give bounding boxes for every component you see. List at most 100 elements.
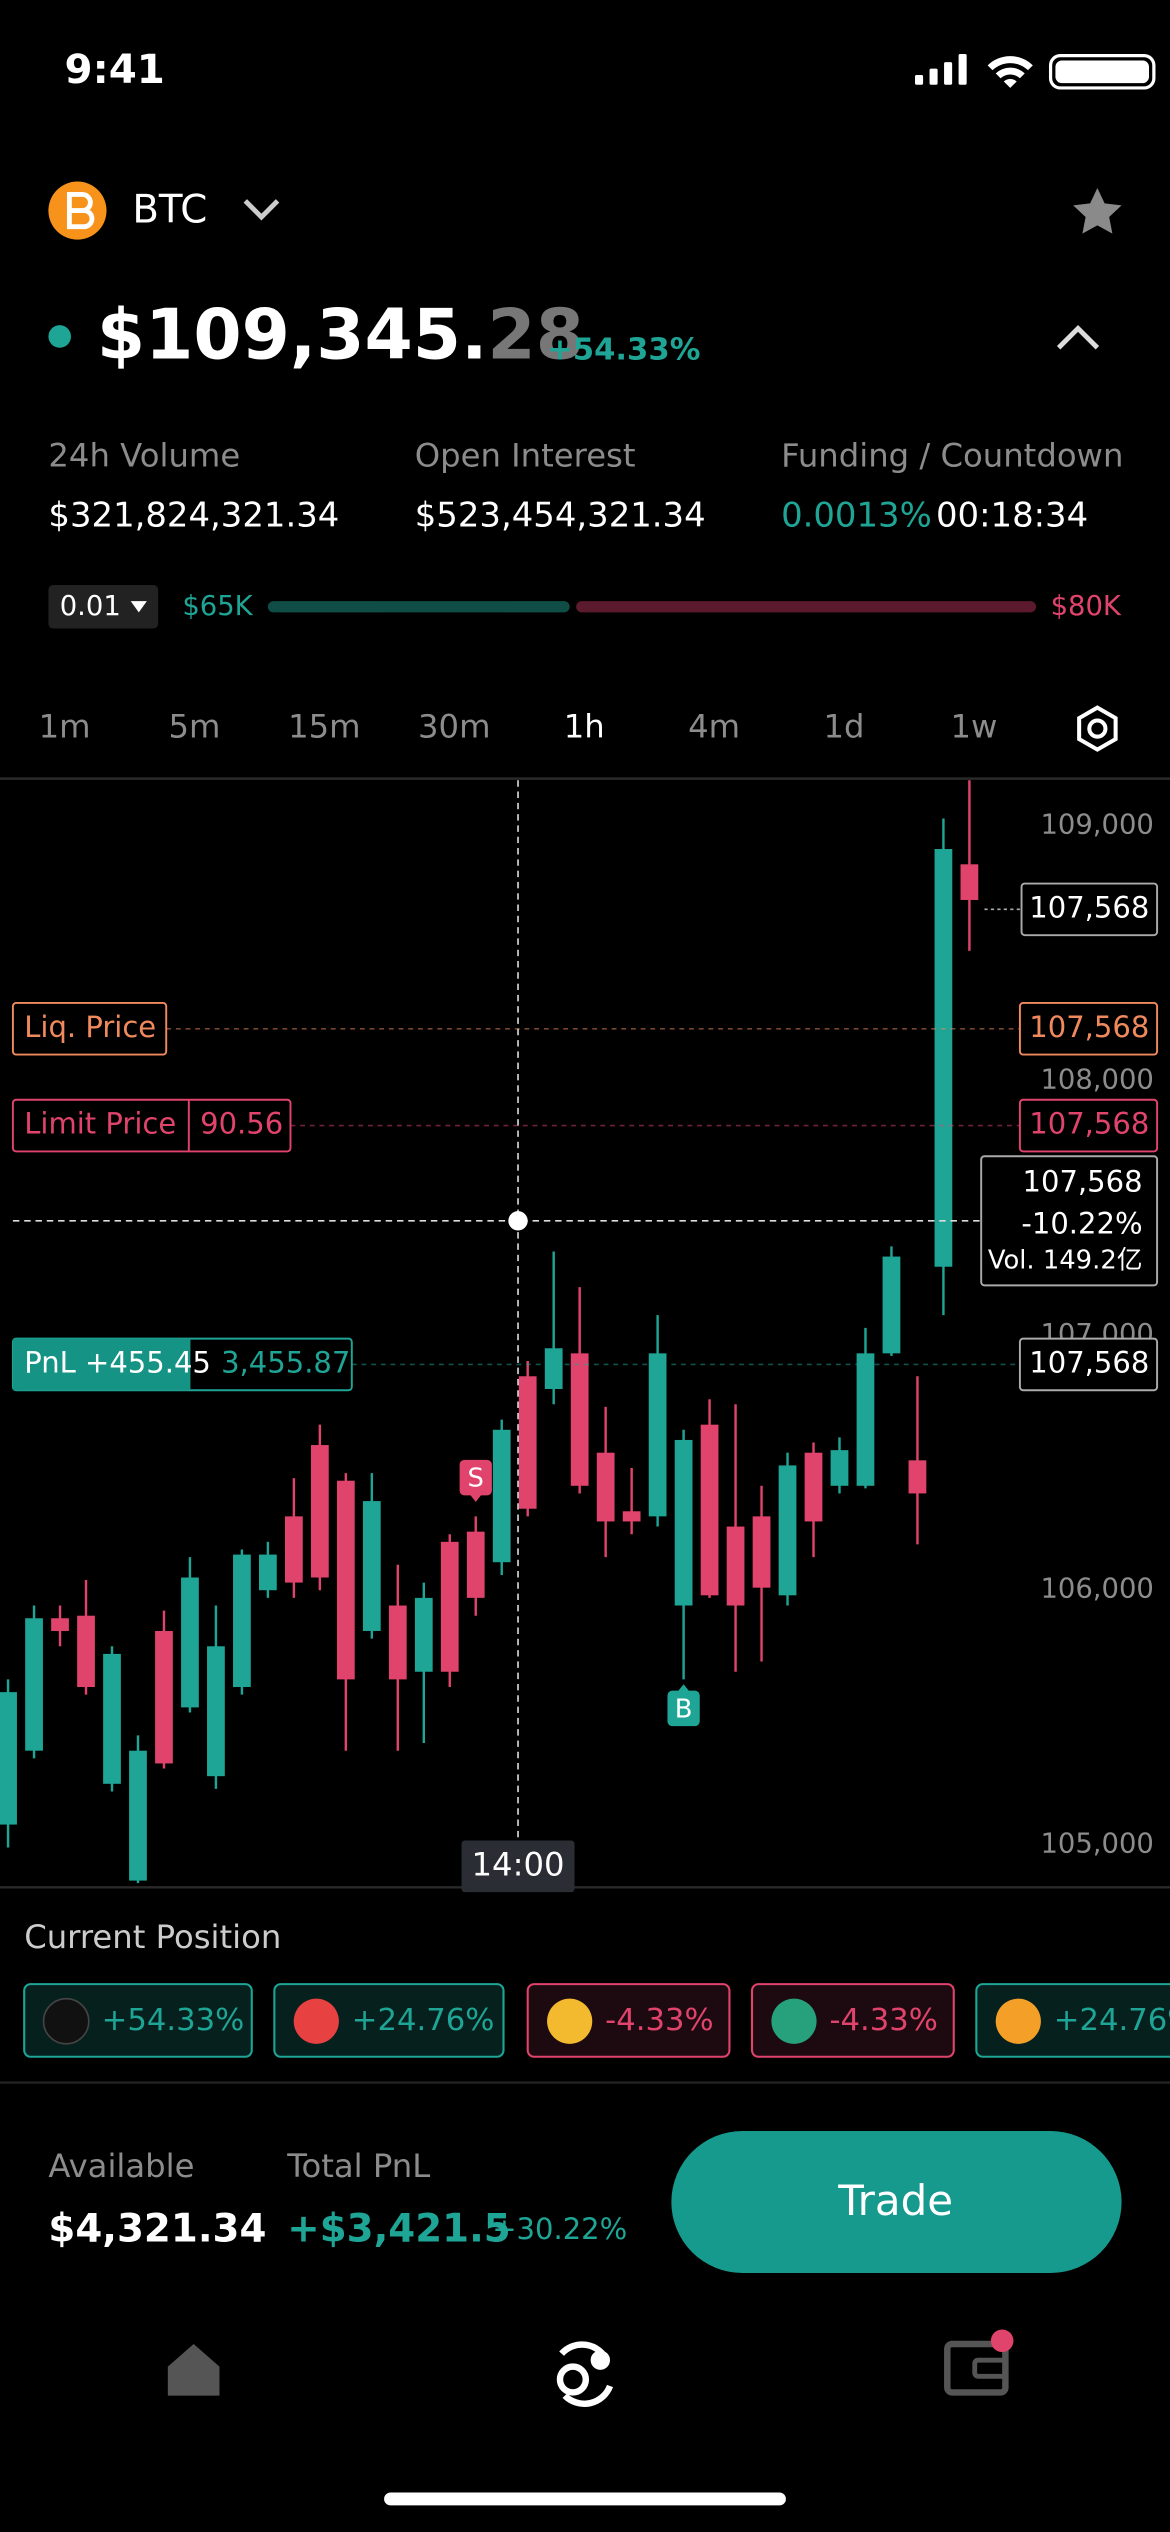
candle-body xyxy=(596,1452,615,1522)
crosshair-dot xyxy=(508,1211,528,1231)
nav-wallet[interactable] xyxy=(944,2329,1014,2396)
position-chip[interactable] xyxy=(273,1983,505,2058)
candle-body xyxy=(622,1511,641,1522)
candle-body xyxy=(0,1692,17,1825)
candle-body xyxy=(804,1452,823,1522)
trade-marker-label: S xyxy=(468,1464,484,1494)
candle-body xyxy=(440,1541,459,1672)
stat-label: Open Interest xyxy=(415,436,636,474)
pnl-qty: 3,455.87 xyxy=(221,1345,350,1379)
candle-body xyxy=(233,1554,251,1688)
depth-low: $65K xyxy=(182,591,253,622)
candle-body xyxy=(934,849,953,1267)
pnl-value: +$3,421.5 xyxy=(287,2207,511,2252)
limit-price-box xyxy=(1018,1098,1159,1153)
candle-body xyxy=(181,1577,199,1708)
coin-icon xyxy=(48,181,107,240)
trade-button[interactable] xyxy=(671,2130,1122,2274)
tooltip-volume: Vol. 149.2亿 xyxy=(988,1246,1143,1276)
trade-button-label[interactable]: Trade xyxy=(837,2176,953,2225)
trade-marker xyxy=(667,1690,700,1727)
timeframe-tab[interactable]: 1w xyxy=(950,708,997,746)
depth-bar-ask xyxy=(576,601,1037,613)
depth-high: $80K xyxy=(1051,591,1122,622)
pnl-price-value: 107,568 xyxy=(1029,1345,1149,1379)
status-time: 9:41 xyxy=(65,46,165,93)
home-indicator xyxy=(384,2492,786,2506)
liq-price-label: Liq. Price xyxy=(24,1010,156,1044)
crosshair-time-box xyxy=(461,1840,575,1893)
stat-value: $523,454,321.34 xyxy=(415,496,706,535)
limit-price-value: 107,568 xyxy=(1029,1107,1149,1141)
candle-body xyxy=(259,1554,277,1591)
candle-body xyxy=(830,1450,849,1486)
candle-body xyxy=(856,1353,875,1486)
trade-marker-pointer xyxy=(677,1684,691,1693)
symbol[interactable]: BTC xyxy=(132,188,207,233)
timeframe-tab[interactable]: 1d xyxy=(824,708,865,746)
stat-value: $321,824,321.34 xyxy=(48,496,339,535)
timeframe-tab[interactable]: 5m xyxy=(168,708,220,746)
limit-price-label: Limit Price xyxy=(24,1107,176,1141)
candle-body xyxy=(77,1615,95,1688)
candle-body xyxy=(336,1480,355,1680)
position-change[interactable]: +54.33% xyxy=(102,2003,245,2038)
timeframe-tab[interactable]: 30m xyxy=(418,708,490,746)
positions-title: Current Position xyxy=(24,1918,281,1956)
symbol-chevron[interactable] xyxy=(243,199,280,221)
candle-body xyxy=(25,1618,43,1751)
chart-settings[interactable] xyxy=(1077,705,1118,752)
y-tick-label: 108,000 xyxy=(1040,1064,1153,1095)
candle-body xyxy=(882,1256,901,1354)
nav-trade[interactable] xyxy=(556,2341,614,2408)
candle-body xyxy=(726,1526,745,1606)
limit-price-qty: 90.56 xyxy=(200,1107,283,1141)
coin-icon xyxy=(995,1998,1041,2044)
candle-body xyxy=(908,1460,927,1494)
step-selector[interactable] xyxy=(48,584,159,629)
collapse-caret[interactable] xyxy=(1056,324,1100,350)
candle-body xyxy=(284,1516,303,1583)
candle-body xyxy=(129,1750,147,1881)
timeframe-tab[interactable]: 1h xyxy=(564,708,605,746)
candle-body xyxy=(414,1597,433,1672)
pnl-label: PnL +455.45 xyxy=(24,1345,211,1379)
position-change[interactable]: -4.33% xyxy=(829,2003,937,2038)
favorite-star[interactable] xyxy=(1073,187,1122,234)
stat-value: 0.0013% xyxy=(781,496,932,535)
stat-value-secondary: 00:18:34 xyxy=(936,496,1088,535)
limit-price-tag xyxy=(11,1098,292,1153)
candle-body xyxy=(518,1376,537,1509)
step-value[interactable]: 0.01 xyxy=(60,591,121,622)
coin-icon xyxy=(42,1997,90,2045)
candle-body xyxy=(103,1653,121,1784)
position-change[interactable]: +24.76% xyxy=(1054,2003,1170,2038)
timeframe-tab[interactable]: 4m xyxy=(688,708,740,746)
position-change[interactable]: -4.33% xyxy=(605,2003,713,2038)
stat-label: Funding / Countdown xyxy=(781,436,1123,474)
stat-label: 24h Volume xyxy=(48,436,240,474)
coin-icon xyxy=(293,1998,339,2044)
candle-body xyxy=(778,1465,797,1596)
liq-price-box xyxy=(1018,1001,1159,1056)
candle-body xyxy=(51,1618,69,1631)
trade-marker xyxy=(459,1459,492,1496)
trade-marker-pointer xyxy=(469,1493,483,1502)
timeframe-tab[interactable]: 1m xyxy=(39,708,91,746)
candle-body xyxy=(155,1630,173,1764)
price-main: $109,345. xyxy=(97,296,488,376)
coin-icon xyxy=(771,1998,817,2044)
crosshair-time: 14:00 xyxy=(472,1845,565,1883)
pnl-tag-fill xyxy=(12,1338,191,1391)
y-tick-label: 105,000 xyxy=(1040,1828,1153,1859)
nav-home[interactable] xyxy=(167,2344,220,2396)
tooltip-change: -10.22% xyxy=(1021,1207,1142,1241)
position-change[interactable]: +24.76% xyxy=(352,2003,495,2038)
candle-body xyxy=(674,1439,693,1606)
timeframe-tab[interactable]: 15m xyxy=(288,708,361,746)
pnl-label: Total PnL xyxy=(286,2147,430,2185)
candle-body xyxy=(492,1429,511,1563)
crosshair-tooltip xyxy=(980,1155,1159,1287)
